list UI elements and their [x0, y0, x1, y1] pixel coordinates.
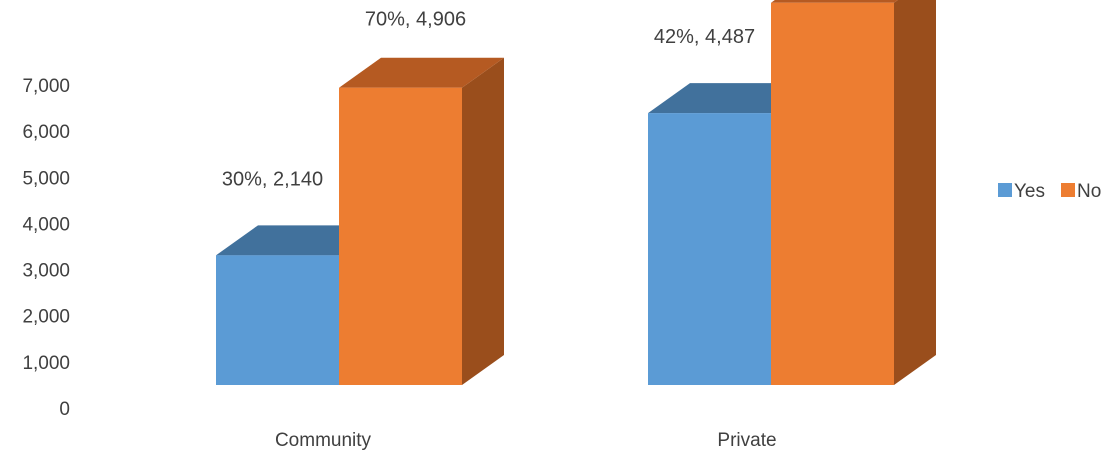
- bar-front-face: [216, 255, 339, 385]
- bar-front-face: [339, 87, 462, 385]
- bar-side-face: [462, 57, 504, 385]
- legend-swatch: [1061, 183, 1075, 197]
- y-tick-label: 2,000: [22, 307, 70, 328]
- category-label: Community: [275, 430, 372, 451]
- bars: [216, 0, 936, 386]
- data-label: 42%, 4,487: [654, 26, 755, 48]
- y-tick-label: 1,000: [22, 353, 70, 374]
- bar-side-face: [894, 0, 936, 385]
- data-label: 70%, 4,906: [365, 9, 466, 31]
- y-axis: 0 1,000 2,000 3,000 4,000 5,000 6,000 7,000: [22, 76, 70, 420]
- category-label: Private: [717, 430, 776, 451]
- bar-front-face: [771, 2, 894, 386]
- bar-top-face: [339, 57, 504, 88]
- y-tick-label: 6,000: [22, 122, 70, 143]
- y-tick-label: 4,000: [22, 214, 70, 235]
- category-axis: Community Private: [275, 430, 777, 451]
- legend-label: No: [1077, 181, 1101, 202]
- legend-label: Yes: [1014, 181, 1045, 202]
- legend-swatch: [998, 183, 1012, 197]
- data-label: 30%, 2,140: [222, 168, 323, 190]
- y-tick-label: 0: [59, 399, 70, 420]
- y-tick-label: 5,000: [22, 168, 70, 189]
- bar-front-face: [648, 113, 771, 385]
- bar-no-private: [771, 0, 936, 386]
- y-tick-label: 7,000: [22, 76, 70, 97]
- y-tick-label: 3,000: [22, 261, 70, 282]
- legend: Yes No: [998, 181, 1101, 202]
- bar-top-face: [771, 0, 898, 3]
- bar-no-community: [339, 57, 504, 385]
